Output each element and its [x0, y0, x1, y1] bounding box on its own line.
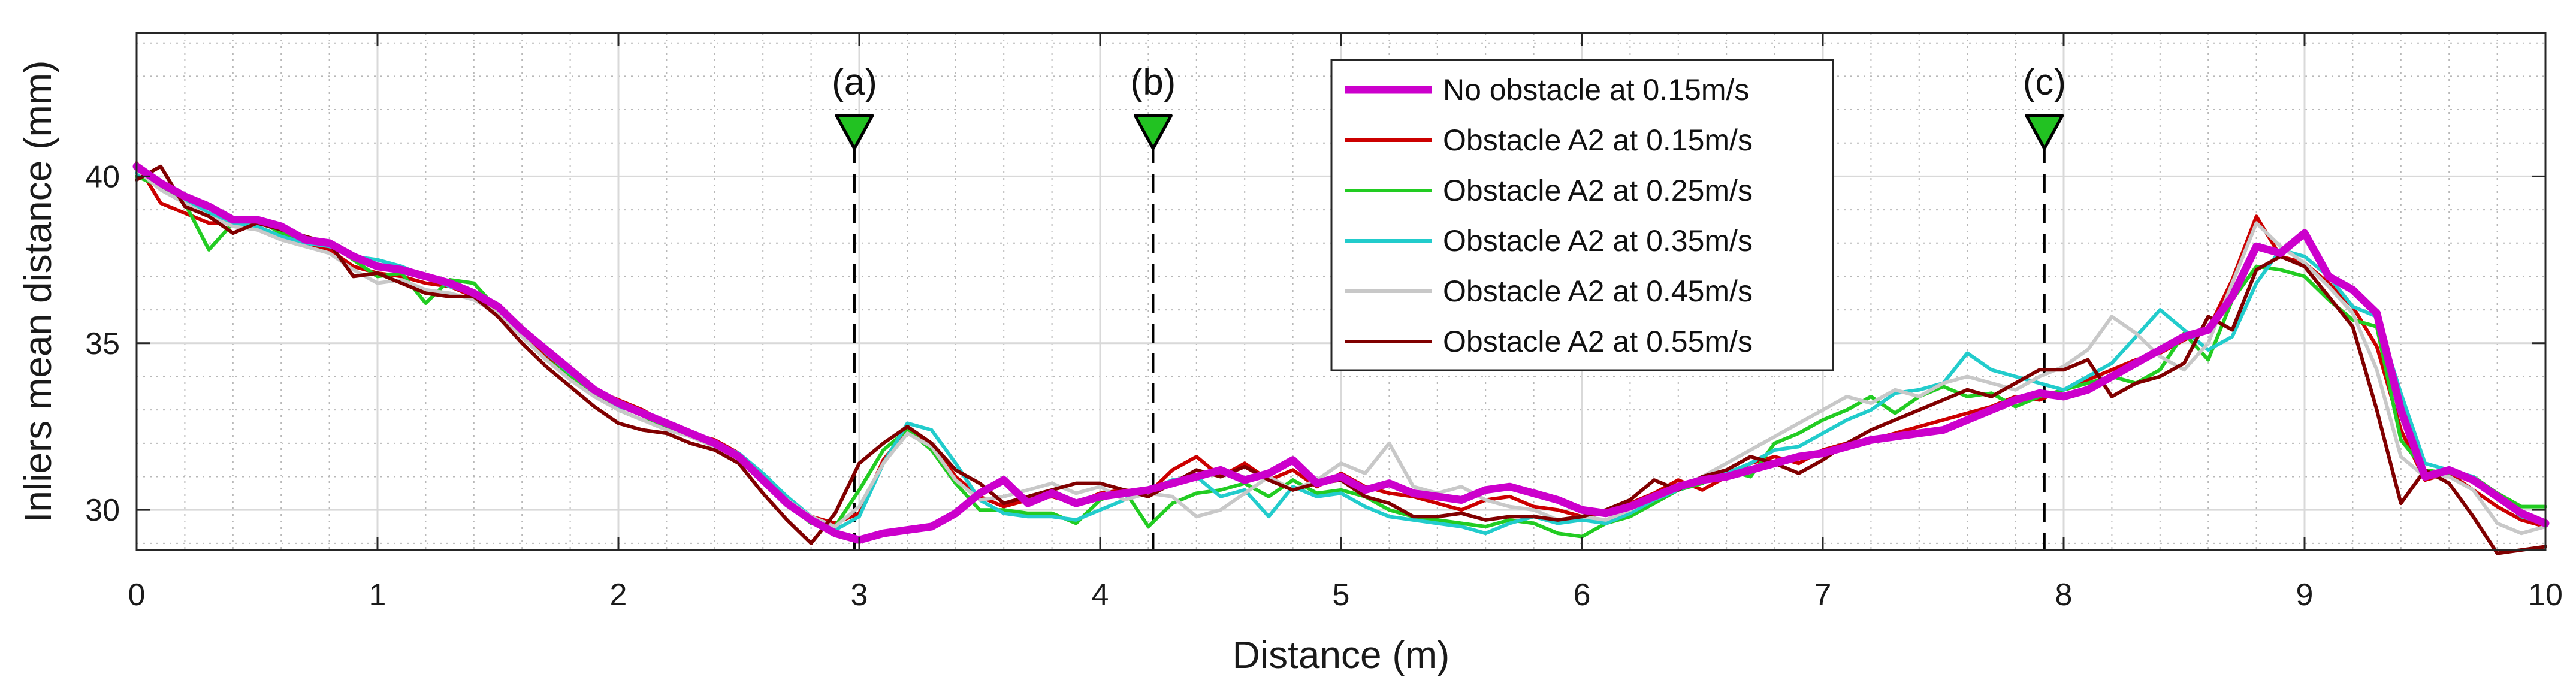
x-tick-label: 10	[2528, 578, 2563, 612]
legend-label: Obstacle A2 at 0.35m/s	[1443, 224, 1753, 258]
event-markers: (a) (b) (c)	[832, 62, 2066, 550]
tick-labels: 0 1 2 3 4 5 6 7 8 9 10 30 35 40	[85, 33, 2563, 612]
x-tick-label: 2	[610, 578, 627, 612]
marker-triangle	[835, 114, 874, 150]
x-tick-label: 3	[851, 578, 868, 612]
x-tick-label: 1	[369, 578, 386, 612]
series-line	[132, 162, 2550, 544]
x-tick-label: 5	[1333, 578, 1350, 612]
x-tick-label: 4	[1092, 578, 1109, 612]
marker-triangle	[1133, 114, 1173, 150]
y-axis-title: Inliers mean distance (mm)	[16, 61, 59, 523]
legend-label: Obstacle A2 at 0.55m/s	[1443, 325, 1753, 358]
series-line	[135, 168, 2547, 536]
x-tick-label: 8	[2055, 578, 2073, 612]
y-tick-label: 35	[85, 327, 120, 361]
marker-label: (c)	[2023, 62, 2066, 103]
y-tick-label: 40	[85, 159, 120, 194]
legend-label: Obstacle A2 at 0.15m/s	[1443, 123, 1753, 157]
x-tick-label: 0	[128, 578, 146, 612]
legend-label: Obstacle A2 at 0.45m/s	[1443, 274, 1753, 308]
marker-triangle	[2025, 114, 2064, 150]
data-series	[132, 161, 2550, 555]
legend-label: No obstacle at 0.15m/s	[1443, 73, 1749, 107]
legend-box	[1330, 59, 1834, 371]
x-tick-label: 6	[1574, 578, 1591, 612]
legend: No obstacle at 0.15m/s Obstacle A2 at 0.1…	[1330, 59, 1834, 371]
x-axis-title: Distance (m)	[1233, 633, 1450, 676]
marker-label: (a)	[832, 62, 877, 103]
marker-label: (b)	[1131, 62, 1176, 103]
legend-label: Obstacle A2 at 0.25m/s	[1443, 174, 1753, 207]
x-tick-label: 7	[1814, 578, 1832, 612]
y-tick-label: 30	[85, 493, 120, 528]
x-tick-label: 9	[2296, 578, 2314, 612]
